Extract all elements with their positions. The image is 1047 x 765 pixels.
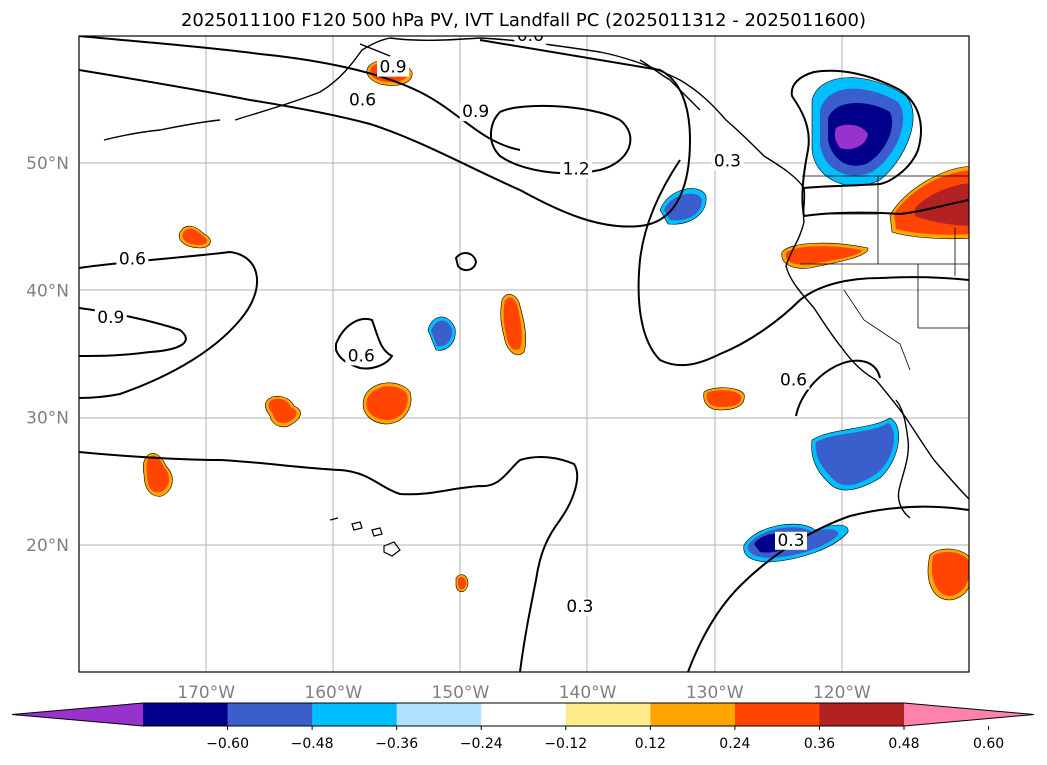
colorbar-tick-label: 0.48: [888, 736, 919, 752]
colorbar-segment: [481, 703, 567, 726]
contour-label: 0.3: [777, 531, 804, 551]
contour-label-bg: [459, 103, 492, 122]
contour-label: 0.6: [119, 250, 146, 270]
colorbar-segment: [396, 703, 482, 726]
contour-label: 0.6: [348, 346, 375, 366]
contour-labels: 0.90.60.60.90.60.91.2 0.30.60.60.30.3: [94, 26, 810, 617]
contour-label-bg: [377, 58, 410, 77]
contour-label: 0.9: [380, 58, 407, 78]
colorbar-tick-label: −0.24: [460, 736, 503, 752]
map-frame: [78, 35, 970, 673]
latitude-label: 30°N: [26, 409, 69, 429]
colorbar-tick-label: 0.36: [804, 736, 835, 752]
positive-ivt-region: [146, 455, 170, 493]
negative-ivt-region: [834, 124, 868, 150]
colorbar-tick-label: −0.12: [544, 736, 587, 752]
coastlines: [103, 37, 969, 519]
colorbar-segment: [143, 703, 229, 726]
colorbar-tick-label: 0.60: [973, 736, 1004, 752]
map-title: 2025011100 F120 500 hPa PV, IVT Landfall…: [180, 10, 867, 31]
longitude-label: 170°W: [177, 683, 235, 703]
colorbar-tick-label: −0.60: [206, 736, 249, 752]
contour-label: 1.2: [563, 159, 590, 179]
colorbar-segment: [650, 703, 736, 726]
contour-label-bg: [94, 309, 127, 328]
contour-label: 0.3: [714, 152, 741, 172]
contour-label-bg: [775, 531, 807, 550]
contour-label: 0.3: [566, 597, 593, 617]
longitude-label: 130°W: [686, 683, 744, 703]
colorbar-segment: [819, 703, 905, 726]
positive-ivt-region: [915, 183, 969, 226]
contour-label-bg: [346, 91, 379, 110]
negative-ivt-region: [664, 193, 702, 221]
longitude-label: 160°W: [304, 683, 362, 703]
latitude-label: 40°N: [26, 281, 69, 301]
colorbar-tick-label: 0.24: [719, 736, 750, 752]
longitude-label: 140°W: [559, 683, 617, 703]
colorbar-extend-max: [904, 703, 1034, 726]
colorbar-tick-label: 0.12: [635, 736, 666, 752]
positive-ivt-region: [366, 386, 408, 420]
colorbar-segment: [312, 703, 398, 726]
contour-label-bg: [560, 160, 593, 179]
colorbar-outline: [11, 702, 1035, 727]
longitude-label: 120°W: [813, 683, 871, 703]
positive-ivt-region: [706, 390, 742, 407]
colorbar-segment: [227, 703, 313, 726]
contour-label-bg: [711, 152, 744, 171]
positive-ivt-region: [503, 297, 522, 351]
contour-label: 0.6: [517, 26, 544, 46]
positive-ivt-region: [458, 576, 466, 590]
contour-label: 0.9: [97, 308, 124, 328]
contour-label: 0.6: [780, 371, 807, 391]
latitude-label: 20°N: [26, 536, 69, 556]
contour-label-bg: [777, 371, 810, 390]
negative-ivt-region: [815, 423, 895, 486]
colorbar-extend-min: [12, 703, 143, 726]
longitude-labels: 170°W 160°W 150°W 140°W 130°W 120°W: [177, 683, 871, 703]
contour-label-bg: [345, 347, 378, 366]
colorbar-segment: [565, 703, 651, 726]
colorbar-segment: [734, 703, 820, 726]
state-borders: [800, 175, 969, 371]
positive-ivt-region: [932, 551, 969, 596]
colorbar: −0.60 −0.48 −0.36 −0.24 −0.12 0.12 0.24 0.36 0.4…: [11, 702, 1035, 752]
ivt-shading: [142, 59, 969, 601]
hawaiian-islands: [329, 517, 401, 557]
colorbar-tick-label: −0.48: [291, 736, 334, 752]
contour-label-bg: [116, 250, 149, 269]
contour-label: 0.6: [349, 91, 376, 111]
colorbar-tick-label: −0.36: [375, 736, 418, 752]
contour-label-bg: [563, 597, 596, 616]
positive-ivt-region: [182, 228, 208, 245]
contour-label-bg: [514, 36, 547, 45]
contour-label: 0.9: [462, 102, 489, 122]
positive-ivt-region: [785, 246, 862, 265]
latitude-label: 50°N: [26, 154, 69, 174]
positive-ivt-region: [268, 398, 297, 424]
negative-ivt-region: [431, 320, 453, 347]
longitude-label: 150°W: [432, 683, 490, 703]
latitude-labels: 50°N 40°N 30°N 20°N: [26, 154, 69, 556]
